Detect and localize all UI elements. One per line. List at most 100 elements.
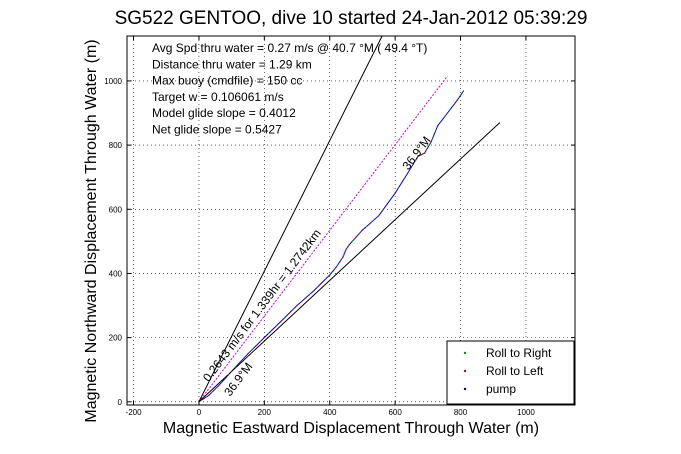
roll-marker <box>414 159 417 162</box>
roll-marker <box>230 370 233 373</box>
roll-marker <box>212 389 215 392</box>
roll-marker <box>203 397 205 400</box>
y-tick-label: 800 <box>109 141 123 150</box>
roll-marker <box>239 361 241 364</box>
roll-marker <box>332 270 334 272</box>
roll-marker <box>441 118 444 121</box>
roll-marker <box>420 154 423 156</box>
roll-marker <box>397 187 400 189</box>
roll-marker <box>288 312 290 315</box>
roll-marker <box>412 163 414 166</box>
roll-marker <box>461 92 463 94</box>
x-axis-label: Magnetic Eastward Displacement Through W… <box>163 420 539 437</box>
roll-marker <box>329 274 331 276</box>
roll-marker <box>267 332 270 335</box>
roll-marker <box>251 348 253 351</box>
roll-marker <box>338 261 341 263</box>
roll-marker <box>454 102 456 105</box>
x-tick-label: 1000 <box>517 408 535 417</box>
roll-marker <box>409 167 412 170</box>
roll-marker <box>221 381 223 383</box>
roll-marker <box>417 155 419 158</box>
roll-marker <box>390 198 392 200</box>
roll-marker <box>346 247 348 249</box>
y-tick-label: 400 <box>109 269 123 278</box>
roll-marker <box>235 366 237 368</box>
y-tick-label: 200 <box>109 334 123 343</box>
roll-marker <box>351 240 354 242</box>
roll-marker <box>292 308 294 311</box>
roll-marker <box>451 105 454 108</box>
legend-label-1: Roll to Right <box>486 346 552 360</box>
roll-marker <box>394 192 396 194</box>
roll-marker <box>312 290 315 292</box>
roll-marker <box>400 182 403 184</box>
stats-line-4: Target w = 0.106061 m/s <box>152 90 284 104</box>
x-tick-label: 800 <box>454 408 468 417</box>
roll-marker <box>224 377 226 380</box>
roll-marker <box>444 115 446 117</box>
roll-marker <box>333 268 336 270</box>
roll-marker <box>430 141 432 143</box>
roll-marker <box>308 294 311 296</box>
roll-marker <box>275 324 278 327</box>
roll-marker <box>425 149 427 152</box>
roll-marker <box>347 246 349 248</box>
roll-marker <box>200 399 203 401</box>
stats-line-1: Avg Spd thru water = 0.27 m/s @ 40.7 °M … <box>152 41 427 55</box>
x-tick-label: 400 <box>323 408 337 417</box>
grid-lines <box>127 36 575 405</box>
roll-marker <box>215 387 217 389</box>
roll-marker <box>342 254 345 257</box>
roll-marker <box>355 236 357 239</box>
x-tick-label: 200 <box>258 408 272 417</box>
roll-marker <box>340 259 342 261</box>
roll-marker <box>436 125 439 127</box>
roll-marker <box>210 392 212 394</box>
roll-marker <box>433 133 436 135</box>
roll-marker <box>407 171 409 174</box>
roll-marker <box>365 225 368 228</box>
roll-marker <box>347 245 350 247</box>
roll-marker <box>369 222 372 224</box>
roll-marker <box>304 297 306 300</box>
roll-marker <box>330 272 333 274</box>
legend-box <box>446 340 575 405</box>
roll-marker <box>342 256 344 259</box>
roll-marker <box>300 301 302 303</box>
stats-line-2: Distance thru water = 1.29 km <box>152 57 312 71</box>
roll-marker <box>378 214 380 217</box>
roll-marker <box>271 328 274 331</box>
roll-marker <box>296 304 298 307</box>
roll-marker <box>361 229 364 231</box>
roll-marker <box>284 316 286 319</box>
roll-marker <box>386 203 388 206</box>
roll-marker <box>205 396 207 398</box>
roll-marker <box>427 146 429 149</box>
roll-marker <box>423 152 426 154</box>
stats-line-5: Model glide slope = 0.4012 <box>152 106 296 120</box>
roll-marker <box>316 286 319 288</box>
roll-marker <box>382 209 384 211</box>
legend-marker-3 <box>463 387 467 391</box>
legend-marker-2 <box>463 369 467 373</box>
roll-marker <box>422 153 424 155</box>
legend-label-2: Roll to Left <box>486 364 544 378</box>
roll-marker <box>404 176 406 179</box>
series-line-3 <box>198 36 383 403</box>
roll-marker <box>345 248 347 251</box>
y-tick-label: 1000 <box>104 77 122 86</box>
roll-marker <box>449 109 451 111</box>
legend-label-3: pump <box>486 382 516 396</box>
roll-marker <box>344 250 346 253</box>
stats-line-6: Net glide slope = 0.5427 <box>152 123 282 137</box>
roll-marker <box>343 252 346 255</box>
roll-marker <box>255 344 257 347</box>
roll-marker <box>279 320 282 323</box>
roll-marker <box>458 97 460 99</box>
series-line-4 <box>198 122 501 403</box>
stats-annotations: Avg Spd thru water = 0.27 m/s @ 40.7 °M … <box>152 41 427 137</box>
roll-marker <box>428 143 431 146</box>
